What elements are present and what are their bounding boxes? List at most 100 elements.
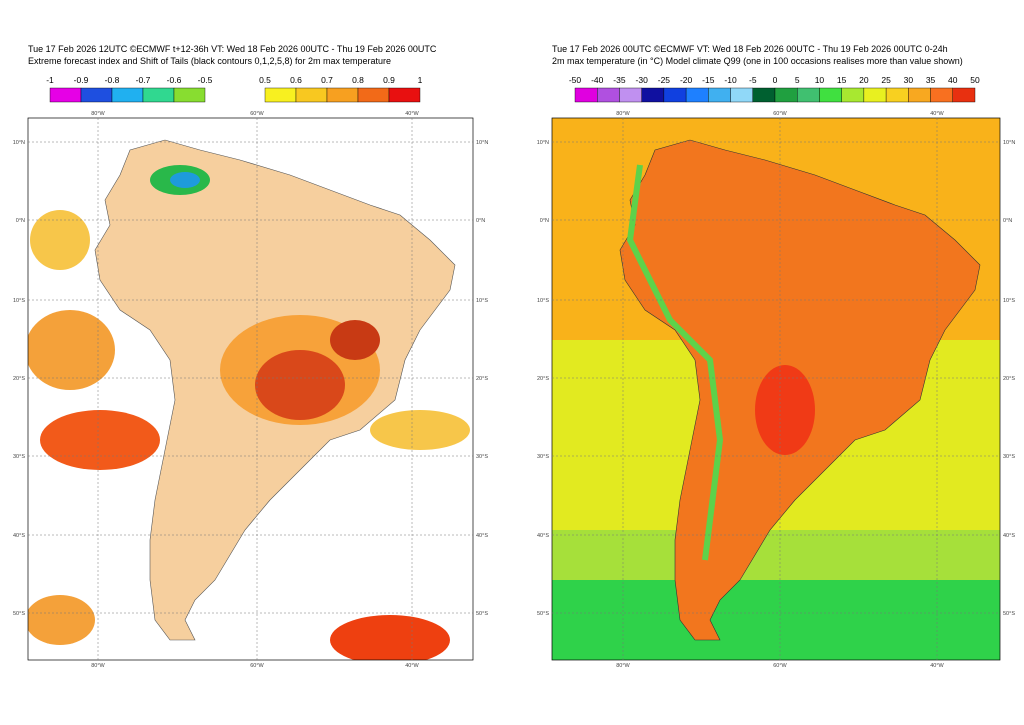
colorbar-label: -10 bbox=[724, 75, 737, 85]
lat-label: 0°N bbox=[16, 218, 25, 224]
colorbar-box bbox=[908, 87, 931, 103]
colorbar-box bbox=[885, 87, 909, 103]
colorbar-label: 0.7 bbox=[321, 75, 333, 85]
colorbar-label: 0.9 bbox=[383, 75, 395, 85]
lat-label: 10°S bbox=[537, 298, 549, 304]
lon-label: 40°W bbox=[405, 111, 419, 117]
colorbar-label: 10 bbox=[815, 75, 825, 85]
colorbar-box bbox=[142, 87, 175, 103]
colorbar-label: 0.8 bbox=[352, 75, 364, 85]
colorbar-label: -50 bbox=[569, 75, 582, 85]
lon-label: 80°W bbox=[91, 111, 105, 117]
colorbar-label: -20 bbox=[680, 75, 693, 85]
colorbar-label: -40 bbox=[591, 75, 604, 85]
colorbar-label: -0.7 bbox=[136, 75, 151, 85]
colorbar-label: 25 bbox=[881, 75, 891, 85]
lat-label: 30°S bbox=[537, 454, 549, 460]
colorbar-box bbox=[264, 87, 297, 103]
colorbar-box bbox=[819, 87, 842, 103]
colorbar-label: 15 bbox=[837, 75, 847, 85]
lon-label: 60°W bbox=[250, 663, 264, 669]
lon-label: 80°W bbox=[616, 663, 630, 669]
right-map bbox=[552, 118, 1000, 660]
lat-label: 30°S bbox=[13, 454, 25, 460]
lon-label: 80°W bbox=[616, 111, 630, 117]
colorbar-label: -1 bbox=[46, 75, 54, 85]
colorbar-label: 50 bbox=[970, 75, 980, 85]
colorbar-label: 5 bbox=[795, 75, 800, 85]
colorbar-box bbox=[774, 87, 798, 103]
colorbar-box bbox=[663, 87, 687, 103]
colorbar-box bbox=[708, 87, 731, 103]
colorbar-label: -0.6 bbox=[167, 75, 182, 85]
colorbar-box bbox=[326, 87, 359, 103]
lon-label: 40°W bbox=[930, 663, 944, 669]
colorbar-label: -15 bbox=[702, 75, 715, 85]
subtitle: 2m max temperature (in °C) Model climate… bbox=[552, 56, 963, 66]
lat-label: 40°S bbox=[13, 533, 25, 539]
colorbar-box bbox=[730, 87, 753, 103]
colorbar-label: 20 bbox=[859, 75, 869, 85]
colorbar-box bbox=[930, 87, 953, 103]
colorbar-box bbox=[111, 87, 144, 103]
colorbar-box bbox=[597, 87, 620, 103]
colorbar-box bbox=[80, 87, 113, 103]
lat-label: 0°N bbox=[1003, 218, 1012, 224]
lat-label: 10°S bbox=[1003, 298, 1015, 304]
colorbar-box bbox=[49, 87, 82, 103]
colorbar-box bbox=[841, 87, 865, 103]
colorbar-box bbox=[574, 87, 598, 103]
lat-label: 10°S bbox=[13, 298, 25, 304]
colorbar-box bbox=[641, 87, 665, 103]
colorbar-label: 0.5 bbox=[259, 75, 271, 85]
colorbar-label: -0.8 bbox=[105, 75, 120, 85]
colorbar-box bbox=[295, 87, 328, 103]
lat-label: 40°S bbox=[476, 533, 488, 539]
colorbar-label: -0.9 bbox=[74, 75, 89, 85]
title: Tue 17 Feb 2026 12UTC ©ECMWF t+12-36h VT… bbox=[28, 44, 437, 54]
colorbar-label: 30 bbox=[904, 75, 914, 85]
lat-label: 10°N bbox=[1003, 140, 1015, 146]
lat-label: 50°S bbox=[476, 611, 488, 617]
lon-label: 40°W bbox=[405, 663, 419, 669]
lat-label: 20°S bbox=[537, 376, 549, 382]
lat-label: 20°S bbox=[13, 376, 25, 382]
lon-label: 60°W bbox=[250, 111, 264, 117]
lat-label: 50°S bbox=[1003, 611, 1015, 617]
lon-label: 40°W bbox=[930, 111, 944, 117]
colorbar-box bbox=[388, 87, 421, 103]
colorbar-label: -35 bbox=[613, 75, 626, 85]
colorbar-label: 0 bbox=[773, 75, 778, 85]
lat-label: 0°N bbox=[540, 218, 549, 224]
colorbar-label: -5 bbox=[749, 75, 757, 85]
colorbar-label: -25 bbox=[658, 75, 671, 85]
colorbar-box bbox=[357, 87, 390, 103]
colorbar-box bbox=[797, 87, 820, 103]
lat-label: 30°S bbox=[1003, 454, 1015, 460]
left-map bbox=[28, 118, 473, 660]
lat-label: 50°S bbox=[537, 611, 549, 617]
colorbar-box bbox=[173, 87, 206, 103]
colorbar-box bbox=[752, 87, 776, 103]
lon-label: 60°W bbox=[773, 111, 787, 117]
title: Tue 17 Feb 2026 00UTC ©ECMWF VT: Wed 18 … bbox=[552, 44, 948, 54]
colorbar-box bbox=[952, 87, 976, 103]
lat-label: 50°S bbox=[13, 611, 25, 617]
lat-label: 10°N bbox=[537, 140, 549, 146]
lat-label: 40°S bbox=[537, 533, 549, 539]
lat-label: 30°S bbox=[476, 454, 488, 460]
lat-label: 20°S bbox=[476, 376, 488, 382]
colorbar-label: -0.5 bbox=[198, 75, 213, 85]
colorbar-label: 35 bbox=[926, 75, 936, 85]
colorbar-label: 0.6 bbox=[290, 75, 302, 85]
lat-label: 40°S bbox=[1003, 533, 1015, 539]
colorbar-box bbox=[685, 87, 709, 103]
lat-label: 10°N bbox=[13, 140, 25, 146]
colorbar-label: 1 bbox=[418, 75, 423, 85]
colorbar-label: -30 bbox=[636, 75, 649, 85]
subtitle: Extreme forecast index and Shift of Tail… bbox=[28, 56, 391, 66]
lon-label: 80°W bbox=[91, 663, 105, 669]
lat-label: 20°S bbox=[1003, 376, 1015, 382]
colorbar-box bbox=[619, 87, 642, 103]
